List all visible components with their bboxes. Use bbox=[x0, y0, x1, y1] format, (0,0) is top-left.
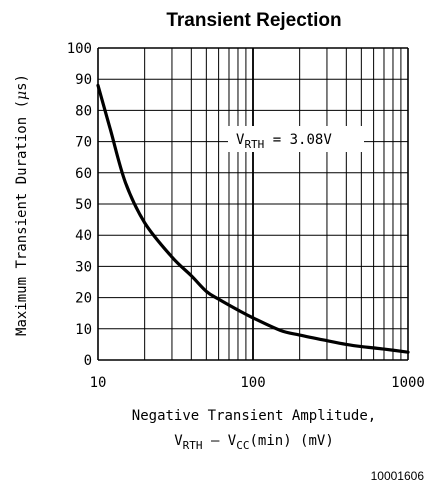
y-tick-label: 100 bbox=[67, 41, 92, 57]
chart-title: Transient Rejection bbox=[166, 10, 341, 31]
annotation-label: VRTH = 3.08V bbox=[236, 132, 332, 151]
y-axis-label: Maximum Transient Duration (μs) bbox=[14, 74, 30, 336]
grid bbox=[97, 47, 409, 361]
y-tick-labels: 0 10 20 30 40 50 60 70 80 90 100 bbox=[67, 41, 92, 369]
y-tick-label: 70 bbox=[75, 135, 92, 151]
y-tick-label: 50 bbox=[75, 197, 92, 213]
annotation-box bbox=[228, 126, 364, 152]
series bbox=[96, 83, 410, 354]
x-tick-labels: 10 100 1000 bbox=[90, 375, 425, 391]
y-tick-label: 30 bbox=[75, 259, 92, 275]
figure-code: 10001606 bbox=[371, 469, 425, 483]
y-tick-label: 80 bbox=[75, 103, 92, 119]
x-tick-label: 1000 bbox=[391, 375, 425, 391]
series-line bbox=[96, 83, 410, 354]
y-tick-label: 90 bbox=[75, 72, 92, 88]
x-axis-label-line2: VRTH – VCC(min) (mV) bbox=[174, 433, 334, 452]
y-tick-label: 40 bbox=[75, 228, 92, 244]
x-axis-label-line1: Negative Transient Amplitude, bbox=[132, 408, 376, 424]
y-tick-label: 0 bbox=[84, 353, 92, 369]
y-tick-label: 20 bbox=[75, 291, 92, 307]
y-tick-label: 10 bbox=[75, 322, 92, 338]
x-tick-label: 10 bbox=[90, 375, 107, 391]
y-tick-label: 60 bbox=[75, 166, 92, 182]
x-tick-label: 100 bbox=[240, 375, 265, 391]
